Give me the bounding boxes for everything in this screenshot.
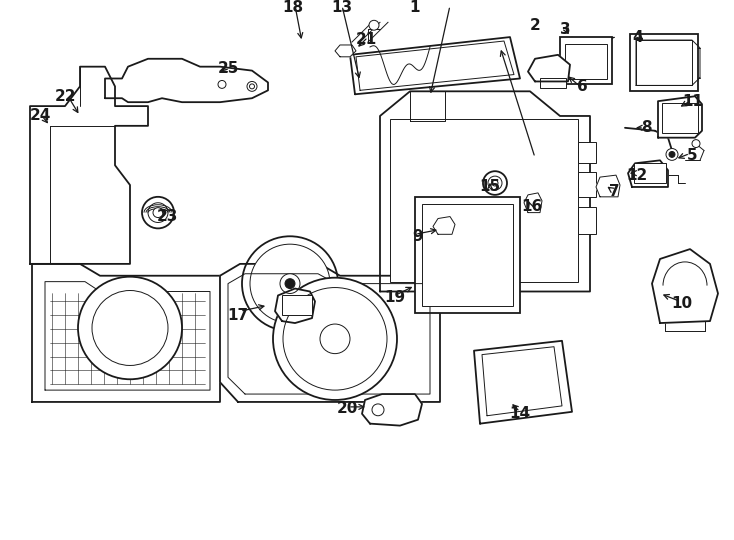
Text: 12: 12 (626, 167, 647, 183)
Polygon shape (628, 160, 668, 187)
Circle shape (250, 244, 330, 323)
Circle shape (320, 324, 350, 354)
Text: 8: 8 (641, 120, 651, 136)
Bar (578, 141, 596, 163)
Circle shape (78, 276, 182, 379)
Polygon shape (220, 264, 440, 402)
Text: 13: 13 (332, 0, 352, 15)
Text: 2: 2 (530, 18, 540, 33)
Polygon shape (596, 175, 620, 197)
Bar (636, 40, 692, 85)
Bar (634, 163, 666, 183)
Circle shape (488, 176, 502, 190)
Text: 9: 9 (413, 229, 424, 244)
Text: 24: 24 (29, 109, 51, 124)
Circle shape (273, 278, 397, 400)
Text: 21: 21 (355, 31, 377, 46)
Polygon shape (275, 288, 315, 323)
Polygon shape (105, 59, 268, 102)
Circle shape (283, 288, 387, 390)
Circle shape (280, 274, 300, 293)
Polygon shape (652, 249, 718, 323)
Text: 17: 17 (228, 308, 249, 323)
Text: 20: 20 (336, 401, 357, 416)
Bar (578, 172, 596, 197)
Bar (560, 37, 612, 84)
Bar (662, 103, 698, 133)
Circle shape (247, 82, 257, 91)
Text: 25: 25 (217, 61, 239, 76)
Text: 4: 4 (633, 30, 643, 45)
Text: 23: 23 (156, 209, 178, 224)
Polygon shape (362, 394, 422, 426)
Polygon shape (335, 45, 356, 57)
Polygon shape (380, 91, 590, 292)
Polygon shape (474, 341, 572, 424)
Bar (630, 34, 698, 91)
Circle shape (250, 84, 255, 89)
Circle shape (92, 291, 168, 366)
Circle shape (242, 237, 338, 331)
Polygon shape (32, 264, 220, 402)
Text: 5: 5 (687, 148, 697, 163)
Text: 14: 14 (509, 406, 531, 421)
Bar (390, 119, 578, 282)
Circle shape (483, 171, 507, 195)
Text: 18: 18 (283, 0, 304, 15)
Text: 15: 15 (479, 179, 501, 194)
Polygon shape (30, 66, 148, 264)
Circle shape (492, 180, 498, 186)
Circle shape (142, 197, 174, 228)
Text: 11: 11 (683, 93, 703, 109)
Bar (422, 204, 513, 306)
Polygon shape (433, 217, 455, 234)
Circle shape (369, 21, 379, 30)
Text: 22: 22 (54, 89, 76, 104)
Text: 19: 19 (385, 290, 406, 305)
Circle shape (669, 152, 675, 157)
Circle shape (218, 80, 226, 89)
Text: 1: 1 (410, 0, 421, 15)
Polygon shape (658, 96, 702, 138)
Circle shape (153, 208, 163, 218)
Text: 7: 7 (608, 184, 619, 199)
Text: 10: 10 (672, 296, 693, 311)
Polygon shape (524, 193, 542, 213)
Bar (578, 207, 596, 234)
Bar (415, 197, 520, 313)
Text: 3: 3 (560, 22, 570, 37)
Bar (282, 295, 312, 315)
Circle shape (666, 148, 678, 160)
Circle shape (692, 140, 700, 147)
Circle shape (372, 404, 384, 416)
Text: 16: 16 (521, 199, 542, 214)
Bar (565, 44, 607, 79)
Bar (540, 78, 566, 89)
Circle shape (285, 279, 295, 288)
Text: 6: 6 (577, 79, 587, 94)
Polygon shape (350, 37, 520, 94)
Polygon shape (528, 55, 570, 82)
Circle shape (148, 202, 168, 222)
